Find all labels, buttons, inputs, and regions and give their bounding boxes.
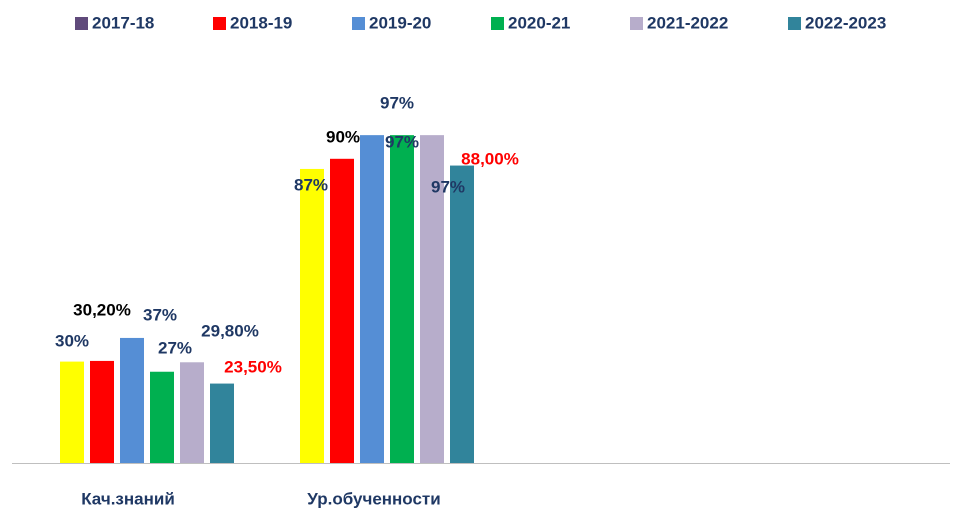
bar xyxy=(90,360,114,463)
data-label: 27% xyxy=(158,338,192,357)
data-label: 23,50% xyxy=(224,357,282,376)
legend-label: 2020-21 xyxy=(508,13,570,32)
bar xyxy=(60,361,84,463)
bar xyxy=(210,383,234,463)
data-label: 97% xyxy=(431,177,465,196)
bar xyxy=(420,135,444,463)
legend-marker xyxy=(788,17,801,30)
legend-label: 2022-2023 xyxy=(805,13,886,32)
legend-marker xyxy=(75,17,88,30)
legend-label: 2021-2022 xyxy=(647,13,728,32)
x-tick-label: Кач.знаний xyxy=(81,489,175,508)
data-label: 97% xyxy=(385,132,419,151)
data-label: 90% xyxy=(326,127,360,146)
bar xyxy=(330,158,354,464)
bar xyxy=(390,135,414,463)
data-label: 87% xyxy=(294,175,328,194)
data-label: 97% xyxy=(380,93,414,112)
legend-label: 2019-20 xyxy=(369,13,431,32)
legend-marker xyxy=(491,17,504,30)
data-label: 30% xyxy=(55,331,89,350)
data-label: 37% xyxy=(143,305,177,324)
legend-marker xyxy=(213,17,226,30)
legend-marker xyxy=(352,17,365,30)
bar xyxy=(180,362,204,463)
bar xyxy=(150,371,174,463)
bar xyxy=(300,168,324,463)
x-tick-label: Ур.обученности xyxy=(307,489,440,508)
data-label: 29,80% xyxy=(201,321,259,340)
bar xyxy=(120,337,144,463)
legend-label: 2018-19 xyxy=(230,13,292,32)
legend-marker xyxy=(630,17,643,30)
data-label: 30,20% xyxy=(73,300,131,319)
data-label: 88,00% xyxy=(461,149,519,168)
bar xyxy=(360,135,384,463)
bar xyxy=(450,165,474,463)
legend-label: 2017-18 xyxy=(92,13,154,32)
